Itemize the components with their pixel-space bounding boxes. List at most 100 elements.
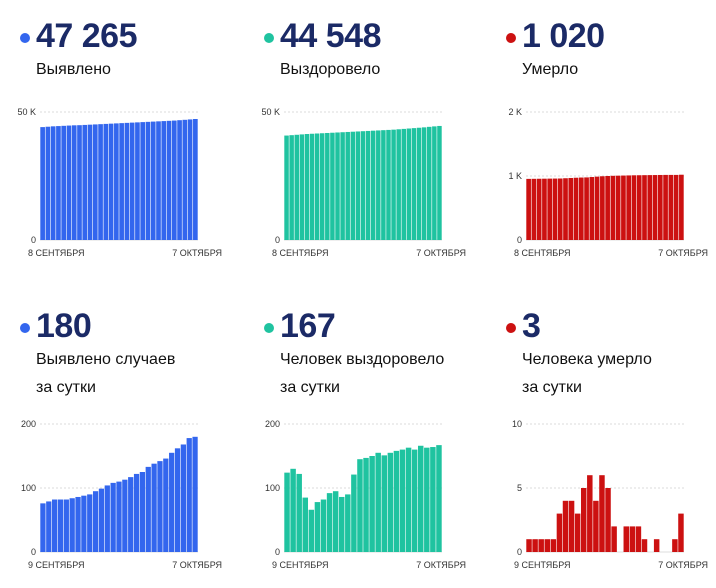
stat-number: 1 020 (522, 17, 605, 55)
bar (145, 121, 151, 240)
bar (350, 131, 356, 240)
x-tick-label: 7 ОКТЯБРЯ (416, 560, 466, 570)
bar (544, 539, 551, 552)
x-tick-label: 9 СЕНТЯБРЯ (272, 560, 329, 570)
bar (652, 175, 658, 240)
y-tick-label: 10 (512, 419, 522, 429)
bar (314, 502, 321, 552)
stat-number: 3 (522, 307, 541, 345)
bar (104, 485, 110, 552)
bar (330, 132, 335, 240)
bar (626, 175, 632, 240)
y-tick-label: 1 K (508, 171, 522, 181)
bar (594, 176, 600, 240)
bar (663, 174, 668, 240)
bar (578, 177, 584, 240)
bar (163, 458, 169, 552)
bar (587, 475, 593, 552)
bar (124, 122, 130, 240)
stat-label: Выявлено (36, 56, 111, 84)
bar (401, 128, 407, 240)
stat-label: Умерло (522, 56, 578, 84)
bar (40, 127, 45, 240)
bar (584, 177, 589, 240)
bar (319, 133, 325, 240)
bar (552, 178, 558, 240)
stat-label-line: за сутки (36, 379, 96, 396)
bar (50, 126, 56, 240)
stat-label-line: Умерло (522, 61, 579, 78)
stat-label-line: Человек выздоровело (280, 351, 445, 368)
bar (386, 129, 391, 240)
bar (340, 132, 345, 240)
x-tick-label: 8 СЕНТЯБРЯ (272, 248, 329, 258)
chart-recovered: 0 50 K 8 СЕНТЯБРЯ 7 ОКТЯБРЯ (261, 107, 466, 258)
bar (391, 129, 396, 240)
bar (308, 509, 315, 552)
bar (71, 125, 77, 240)
bar (574, 513, 581, 552)
y-tick-label: 100 (265, 483, 280, 493)
bar (411, 128, 417, 240)
bar (427, 126, 432, 240)
bar (326, 493, 333, 552)
bar (536, 178, 542, 240)
stat-label-line: Выявлено (36, 61, 111, 78)
bar (531, 178, 537, 240)
bar (122, 479, 128, 552)
stat-label-line: Выявлено случаев (36, 351, 176, 368)
stat-label: Человек выздоровело за сутки (280, 346, 444, 402)
bar (284, 472, 290, 552)
bar (424, 447, 430, 552)
bar (129, 122, 135, 240)
bar (399, 449, 406, 552)
bar (589, 177, 595, 240)
bar (538, 539, 544, 552)
bar (140, 122, 146, 240)
bar (174, 448, 181, 552)
stat-recovered: 44 548 (264, 17, 382, 55)
stat-label: Человека умерло за сутки (522, 346, 652, 402)
bar (396, 129, 401, 240)
bar (314, 133, 320, 240)
bar (116, 481, 122, 552)
stat-daily-deaths: 3 (506, 307, 541, 345)
bar (290, 468, 296, 552)
bar (75, 496, 81, 552)
bar (56, 126, 61, 240)
bar (550, 539, 557, 552)
y-tick-label: 0 (517, 547, 522, 557)
bar (40, 503, 46, 552)
bar (653, 539, 660, 552)
bar (615, 175, 621, 240)
bar (437, 125, 442, 240)
bar (611, 526, 617, 552)
stat-number: 44 548 (280, 17, 382, 55)
bar (421, 127, 427, 240)
bar (66, 125, 72, 240)
bar (623, 526, 630, 552)
bar (294, 134, 299, 240)
bar (629, 526, 636, 552)
chart-deaths: 0 1 K 2 K 8 СЕНТЯБРЯ 7 ОКТЯБРЯ (508, 107, 708, 258)
stat-label-line: за сутки (522, 379, 582, 396)
bar (145, 466, 151, 552)
bar (156, 121, 161, 240)
bar (621, 175, 626, 240)
dot-icon (20, 33, 30, 43)
x-tick-label: 9 СЕНТЯБРЯ (514, 560, 571, 570)
bar (631, 175, 637, 240)
bar (416, 127, 422, 240)
x-tick-label: 7 ОКТЯБРЯ (658, 248, 708, 258)
x-tick-label: 7 ОКТЯБРЯ (416, 248, 466, 258)
bar (98, 124, 103, 240)
bar (568, 177, 574, 240)
bar (547, 178, 553, 240)
bar (335, 132, 340, 240)
stat-label-line: за сутки (280, 379, 340, 396)
bar (193, 119, 198, 240)
bar (411, 449, 418, 552)
bar (169, 452, 175, 552)
stat-label-line: Выздоровело (280, 61, 381, 78)
bar (672, 539, 678, 552)
